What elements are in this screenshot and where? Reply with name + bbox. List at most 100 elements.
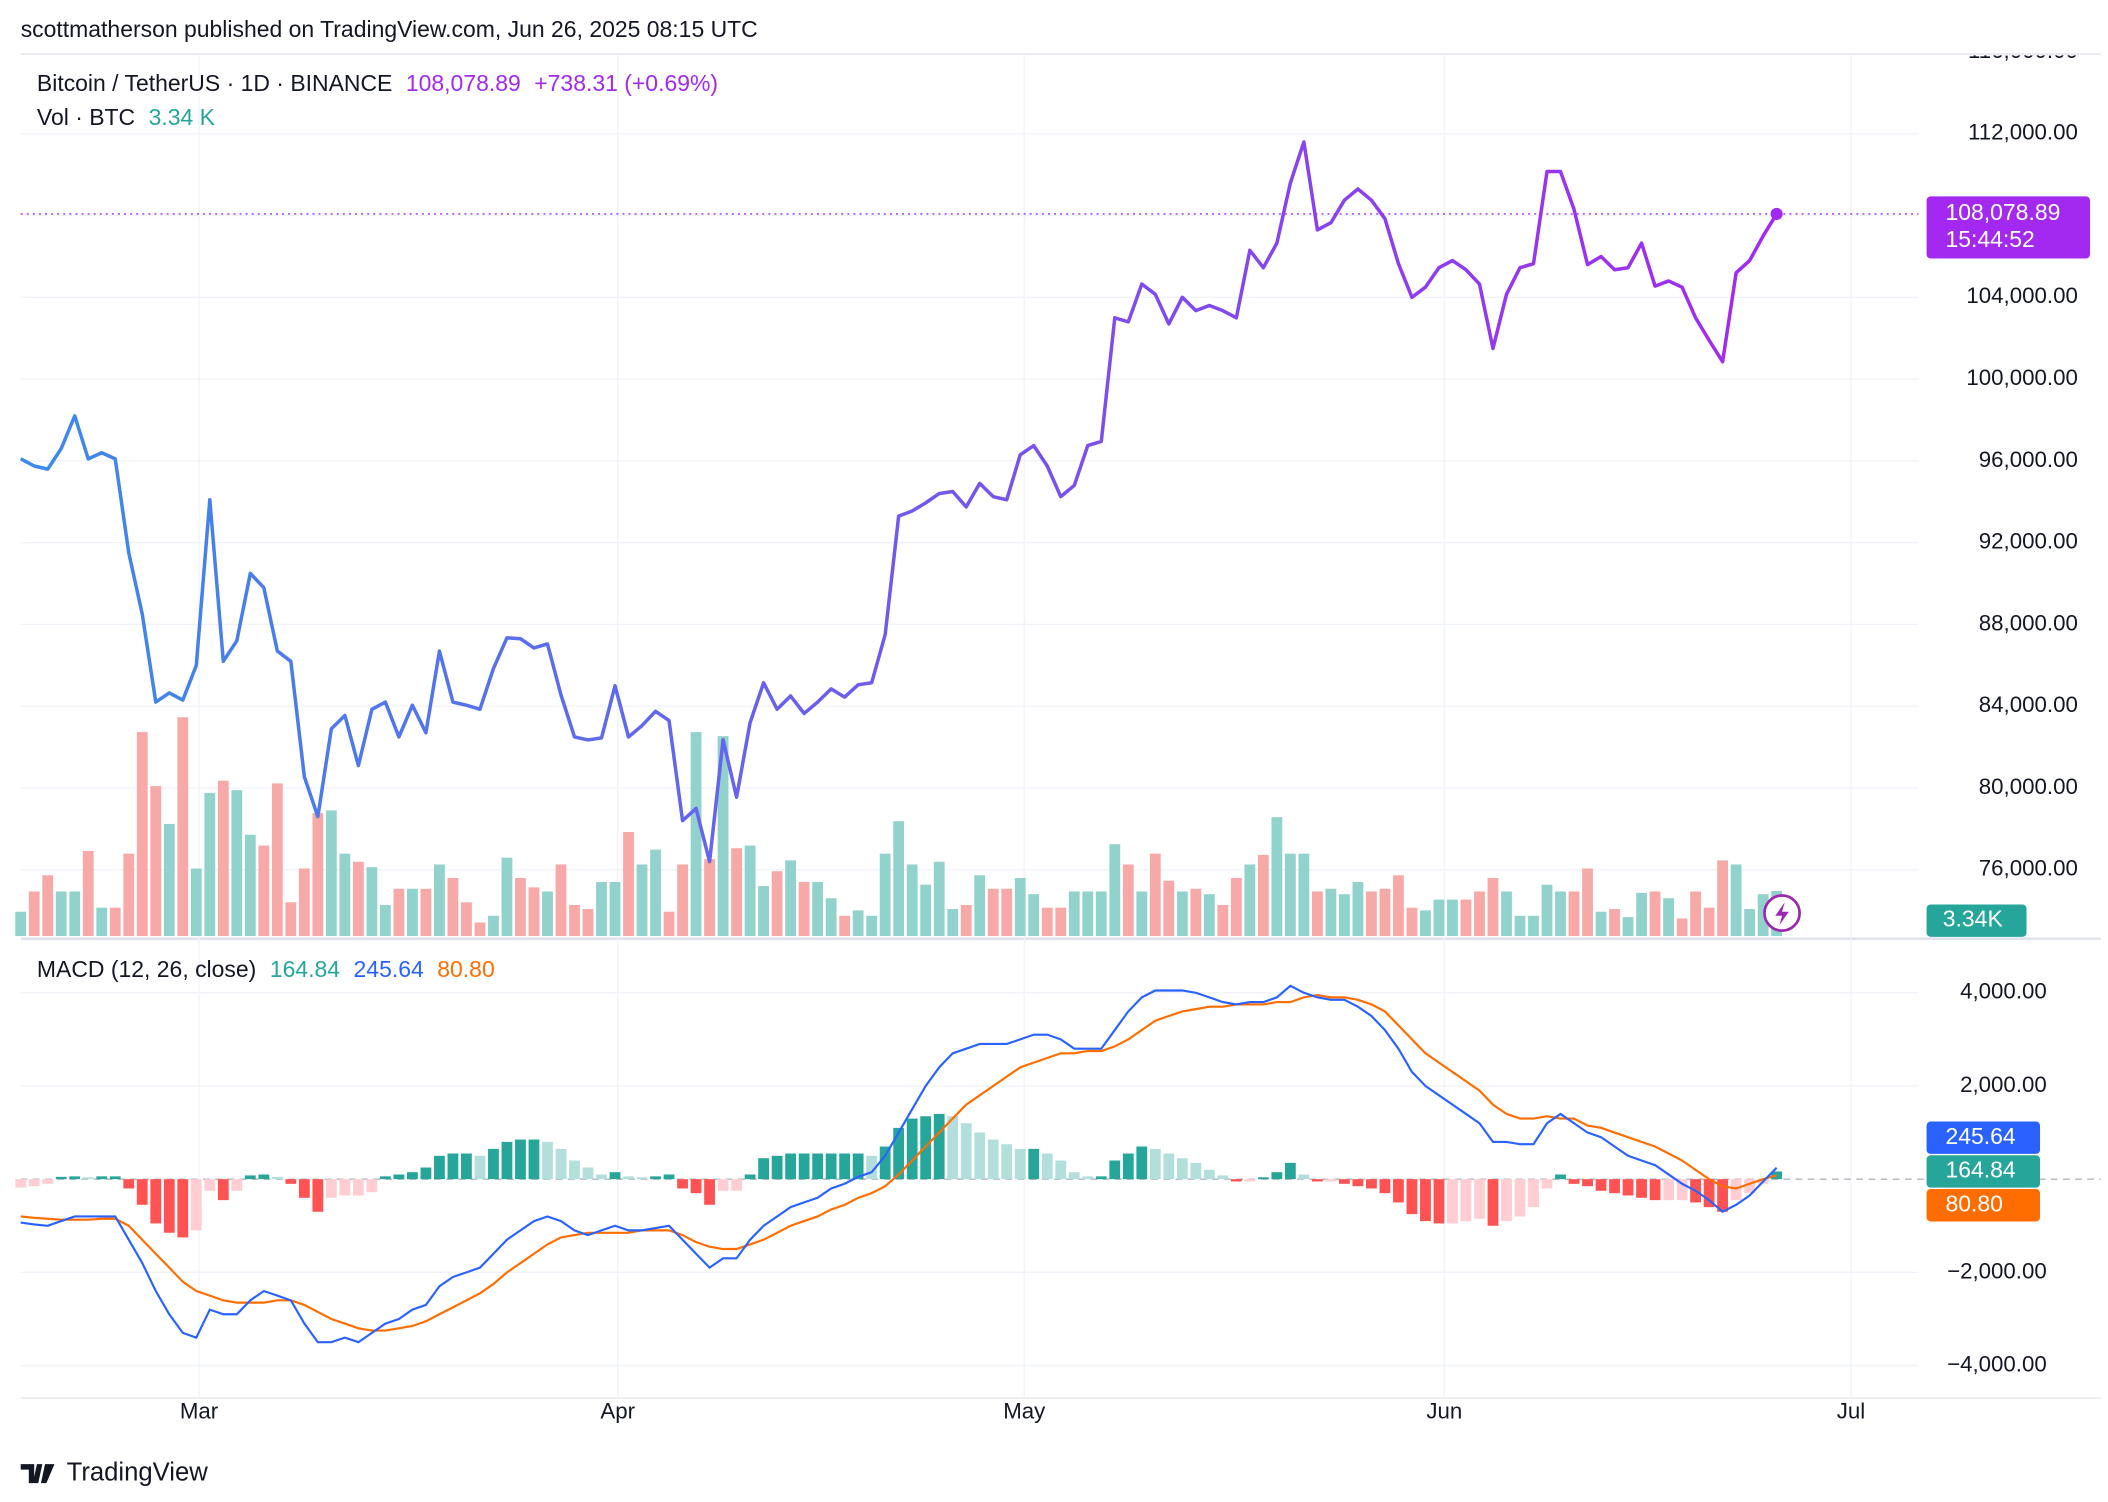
volume-bar: [947, 909, 959, 937]
volume-bar: [136, 732, 148, 937]
volume-bar: [1555, 891, 1566, 937]
macd-badge-value: 245.64: [1945, 1123, 2015, 1149]
legend-signal-value: 80.80: [437, 956, 494, 982]
legend-macd-title: MACD (12, 26, close): [37, 956, 256, 982]
volume-bar: [1622, 917, 1634, 937]
volume-bar: [1014, 877, 1026, 937]
histogram-bar: [1311, 1179, 1323, 1182]
volume-bar: [812, 882, 824, 937]
volume-bar: [15, 911, 27, 937]
volume-bar: [393, 888, 405, 937]
volume-bar: [1095, 891, 1107, 937]
volume-bar: [1366, 891, 1377, 937]
histogram-bar: [42, 1179, 54, 1184]
volume-bar: [1595, 911, 1607, 937]
volume-bar: [1325, 888, 1337, 937]
volume-bar: [1203, 894, 1215, 937]
histogram-bar: [298, 1179, 310, 1198]
histogram-bar: [420, 1167, 432, 1180]
volume-bar: [974, 875, 986, 937]
histogram-bar: [1609, 1179, 1620, 1194]
histogram-bar: [177, 1179, 189, 1238]
histogram-bar: [434, 1155, 445, 1180]
volume-bar: [771, 871, 783, 937]
histogram-bar: [55, 1176, 67, 1180]
histogram-bar: [69, 1176, 81, 1180]
histogram-bar: [1663, 1179, 1674, 1201]
histogram-bar: [488, 1148, 499, 1180]
macd-line: [20, 984, 1778, 1344]
histogram-bar: [379, 1176, 391, 1180]
footer-brand: TradingView: [67, 1458, 209, 1486]
volume-bar: [1730, 864, 1742, 937]
volume-bar: [717, 736, 729, 937]
footer-logo: TradingView: [20, 1458, 209, 1486]
volume-bar: [1757, 894, 1769, 937]
volume-bar: [960, 904, 972, 937]
volume-bar: [271, 783, 283, 937]
volume-bar: [839, 915, 851, 937]
volume-badge-value: 3.34K: [1943, 906, 2004, 932]
histogram-bar: [1582, 1179, 1593, 1187]
volume-bar: [582, 909, 594, 937]
volume-bar: [1474, 891, 1485, 937]
histogram-bar: [1352, 1179, 1364, 1187]
volume-bar: [1420, 910, 1431, 937]
volume-bar: [1582, 868, 1593, 937]
volume-bar: [177, 717, 189, 937]
histogram-bar: [1001, 1144, 1013, 1180]
histogram-bar: [596, 1174, 607, 1180]
histogram-bar: [812, 1153, 824, 1180]
histogram-bar: [271, 1176, 283, 1180]
y-tick-label: −4,000.00: [1947, 1351, 2047, 1376]
histogram-bar: [1339, 1179, 1350, 1184]
histogram-bar: [866, 1155, 878, 1180]
volume-bar: [474, 922, 486, 937]
volume-bar: [1109, 844, 1121, 937]
histogram-bar: [542, 1141, 553, 1180]
volume-bar: [623, 832, 634, 937]
histogram-bar: [1528, 1179, 1539, 1208]
histogram-bar: [1420, 1179, 1431, 1222]
histogram-bar: [1068, 1172, 1080, 1180]
histogram-badge: [1926, 1155, 2041, 1188]
volume-legend: Vol · BTC 3.34 K: [37, 104, 216, 130]
histogram-bar: [1176, 1158, 1188, 1180]
histogram-bar: [1717, 1179, 1729, 1212]
histogram-bar: [650, 1176, 661, 1180]
histogram-bar: [217, 1179, 229, 1201]
legend-last: 108,078.89: [406, 70, 521, 96]
volume-bar: [920, 884, 932, 937]
volume-bar: [1028, 894, 1040, 937]
volume-bar: [1717, 860, 1729, 937]
histogram-bar: [1501, 1179, 1512, 1222]
histogram-bar: [974, 1132, 986, 1180]
histogram-bar: [1379, 1179, 1391, 1194]
histogram-bar: [123, 1179, 135, 1189]
histogram-bar: [1122, 1153, 1134, 1180]
volume-bar: [650, 849, 661, 937]
histogram-bar: [1474, 1179, 1485, 1219]
signal-badge-value: 80.80: [1945, 1190, 2002, 1216]
volume-bar: [1001, 888, 1013, 937]
histogram-bar: [1568, 1179, 1580, 1184]
histogram-bar: [1203, 1169, 1215, 1180]
y-tick-label: 96,000.00: [1979, 447, 2078, 472]
histogram-bar: [352, 1179, 364, 1196]
histogram-bar: [636, 1177, 648, 1180]
volume-bar: [217, 780, 229, 937]
histogram-bar: [231, 1179, 243, 1191]
volume-bar: [339, 853, 351, 937]
volume-bar: [515, 877, 526, 937]
volume-bar: [1041, 907, 1053, 937]
histogram-bar: [1366, 1179, 1377, 1189]
volume-bar: [1744, 909, 1756, 937]
histogram-bar: [1095, 1176, 1107, 1180]
volume-bar: [1487, 877, 1499, 937]
histogram-bar: [663, 1174, 675, 1180]
volume-bar: [731, 848, 742, 937]
histogram-bar: [1514, 1179, 1526, 1217]
histogram-bar: [1041, 1153, 1053, 1180]
volume-bar: [1257, 855, 1269, 937]
